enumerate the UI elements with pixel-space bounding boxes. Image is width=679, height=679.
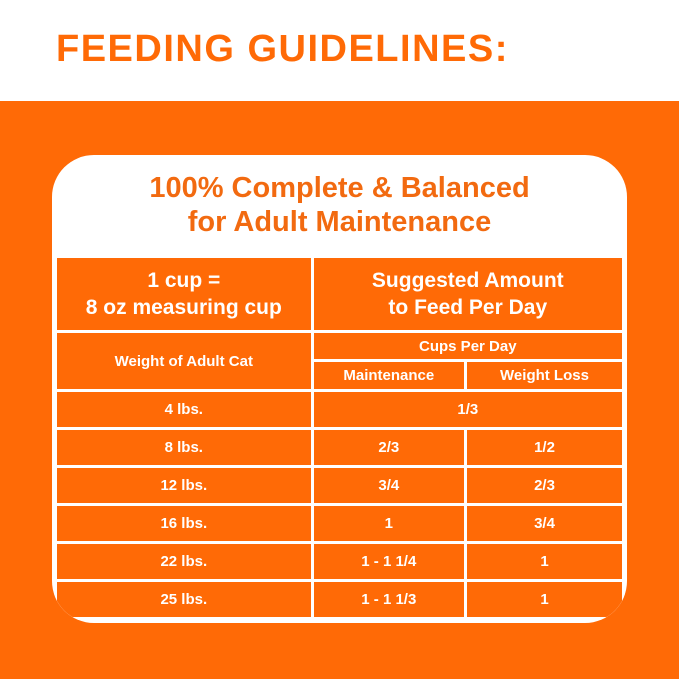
table-header-row: 1 cup = 8 oz measuring cup Suggested Amou… — [57, 258, 622, 330]
weight-cell: 12 lbs. — [57, 468, 311, 503]
subtitle-line-2: for Adult Maintenance — [187, 206, 492, 238]
suggested-amount-header: Suggested Amount to Feed Per Day — [313, 258, 622, 330]
weight-cell: 22 lbs. — [57, 544, 311, 579]
header-text: 8 oz measuring cup — [85, 296, 282, 319]
weight-loss-cell: 1/2 — [467, 430, 622, 465]
header-text: 1 cup = — [147, 269, 221, 292]
table-row: 25 lbs. 1 - 1 1/3 1 — [57, 582, 622, 617]
maintenance-cell: 3/4 — [313, 468, 464, 503]
table-row: 8 lbs. 2/3 1/2 — [57, 430, 622, 465]
weight-cell: 16 lbs. — [57, 506, 311, 541]
table-subheader-row: Maintenance Weight Loss — [57, 362, 622, 389]
table-row: 16 lbs. 1 3/4 — [57, 506, 622, 541]
weight-loss-cell: 3/4 — [467, 506, 622, 541]
weight-cell: 8 lbs. — [57, 430, 311, 465]
weight-header: Weight of Adult Cat — [57, 333, 311, 389]
feeding-card: 100% Complete & Balanced for Adult Maint… — [52, 155, 627, 623]
page-title: FEEDING GUIDELINES: — [56, 28, 509, 70]
maintenance-header: Maintenance — [313, 362, 464, 389]
card-subtitle: 100% Complete & Balanced for Adult Maint… — [52, 171, 627, 239]
header-text: Suggested Amount — [371, 269, 564, 292]
subtitle-line-1: 100% Complete & Balanced — [149, 172, 530, 204]
maintenance-cell: 1 — [313, 506, 464, 541]
table-row: 4 lbs. 1/3 — [57, 392, 622, 427]
maintenance-cell: 2/3 — [313, 430, 464, 465]
weight-loss-cell: 2/3 — [467, 468, 622, 503]
feeding-table: 1 cup = 8 oz measuring cup Suggested Amou… — [54, 255, 625, 620]
weight-cell: 25 lbs. — [57, 582, 311, 617]
cups-cell: 1/3 — [313, 392, 622, 427]
cup-measure-header: 1 cup = 8 oz measuring cup — [57, 258, 311, 330]
table-subheader-row: Weight of Adult Cat Cups Per Day — [57, 333, 622, 389]
table-row: 12 lbs. 3/4 2/3 — [57, 468, 622, 503]
maintenance-cell: 1 - 1 1/4 — [313, 544, 464, 579]
header-text: to Feed Per Day — [388, 296, 548, 319]
header-band — [0, 0, 679, 101]
table-row: 22 lbs. 1 - 1 1/4 1 — [57, 544, 622, 579]
weight-loss-cell: 1 — [467, 582, 622, 617]
cups-per-day-header: Cups Per Day — [313, 333, 622, 359]
weight-loss-cell: 1 — [467, 544, 622, 579]
weight-loss-header: Weight Loss — [467, 362, 622, 389]
weight-cell: 4 lbs. — [57, 392, 311, 427]
maintenance-cell: 1 - 1 1/3 — [313, 582, 464, 617]
